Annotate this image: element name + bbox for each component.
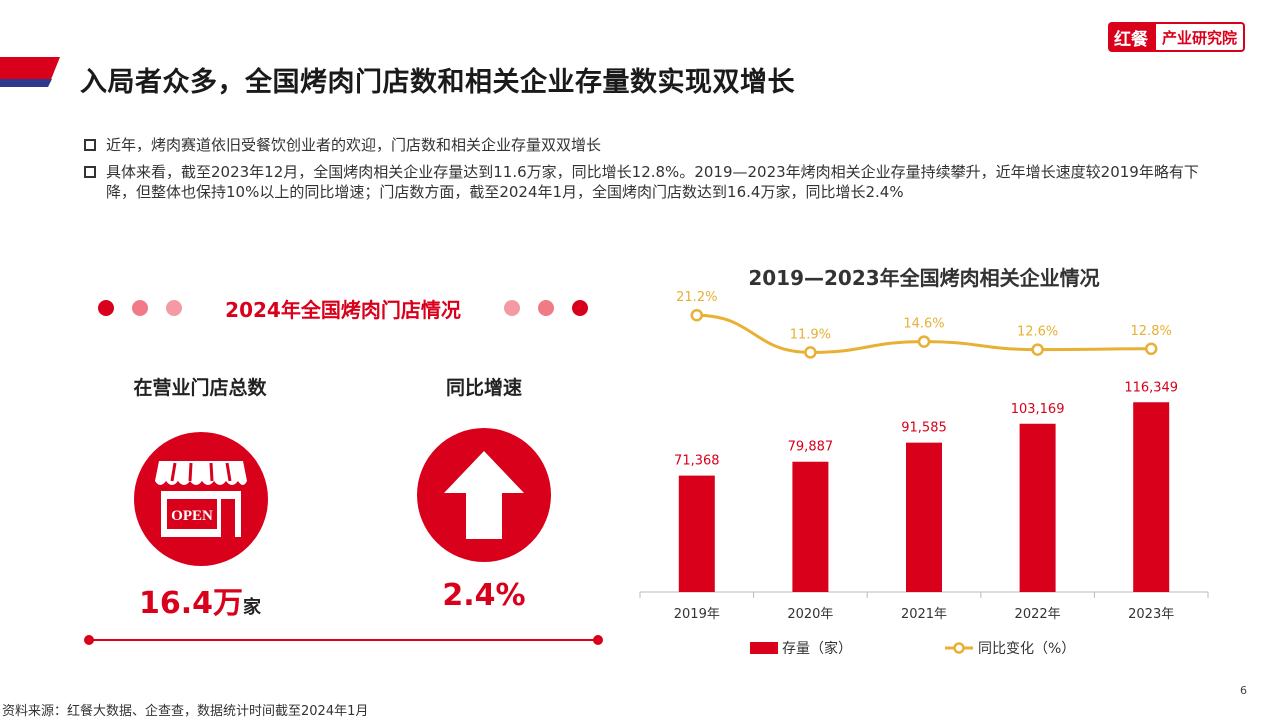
brand-logo: 红餐 产业研究院 [1108, 22, 1246, 52]
yoy-point [917, 335, 931, 348]
dot-icon [166, 300, 182, 316]
yoy-value-label: 21.2% [676, 290, 717, 305]
stores-value: 16.4万家 [110, 578, 290, 622]
yoy-point [690, 308, 704, 322]
yoy-value-label: 14.6% [903, 317, 944, 332]
divider-line [88, 639, 598, 641]
bar-value-label: 116,349 [1124, 380, 1178, 395]
legend-bar-label: 存量（家） [782, 640, 852, 657]
yoy-value-label: 12.6% [1017, 325, 1058, 340]
bar-1 [678, 475, 715, 592]
bar-value-label: 103,169 [1011, 402, 1065, 417]
stores-unit: 家 [243, 597, 262, 618]
yoy-point [1031, 343, 1044, 356]
yoy-point [1144, 342, 1158, 356]
dot-icon [537, 300, 554, 316]
divider-dot-left [84, 635, 94, 645]
source-note: 资料来源：红餐大数据、企查查，数据统计时间截至2024年1月 [2, 704, 369, 719]
bullet-text: 具体来看，截至2023年12月，全国烤肉相关企业存量达到11.6万家，同比增长1… [106, 163, 1199, 201]
bullet-text: 近年，烤肉赛道依旧受餐饮创业者的欢迎，门店数和相关企业存量双双增长 [106, 136, 602, 154]
left-panel-header: 2024年全国烤肉门店情况 [98, 288, 588, 328]
x-tick-label: 2023年 [1128, 607, 1174, 622]
x-tick-label: 2021年 [901, 607, 947, 622]
bar-value-label: 79,887 [788, 440, 834, 455]
stores-number: 16.4万 [138, 586, 244, 621]
logo-mark: 红餐 [1108, 22, 1154, 52]
yoy-value-label: 11.9% [790, 327, 831, 342]
x-tick-label: 2020年 [787, 607, 833, 622]
left-panel-title: 2024年全国烤肉门店情况 [225, 297, 461, 322]
open-sign-text: OPEN [171, 508, 213, 524]
chart-title: 2019—2023年全国烤肉相关企业情况 [748, 266, 1100, 290]
bar-4 [1019, 423, 1056, 592]
growth-value: 2.4% [394, 578, 574, 613]
enterprise-chart: 71,368 2019年 79,887 2020年 91,585 2021年 103,169… [639, 290, 1209, 657]
legend-bar-swatch [750, 642, 778, 654]
logo-text: 产业研究院 [1154, 22, 1246, 52]
title-accent-bar [0, 57, 60, 87]
dot-icon [571, 300, 588, 316]
x-tick-label: 2019年 [674, 607, 720, 622]
store-icon-circle: OPEN [134, 432, 268, 566]
square-bullet-icon [84, 139, 96, 151]
growth-icon-circle [417, 428, 551, 562]
arrow-up-icon [444, 451, 524, 539]
yoy-value-label: 12.8% [1131, 324, 1172, 339]
yoy-point [804, 346, 817, 359]
legend-line-label: 同比变化（%） [978, 641, 1075, 657]
shop-open-icon: OPEN [155, 461, 247, 537]
growth-label: 同比增速 [445, 377, 522, 399]
bar-value-label: 71,368 [674, 454, 720, 469]
legend-line-marker [953, 642, 965, 654]
x-tick-label: 2022年 [1015, 607, 1061, 622]
bar-5 [1133, 402, 1170, 592]
bullet-list: 近年，烤肉赛道依旧受餐饮创业者的欢迎，门店数和相关企业存量双双增长 具体来看，截… [84, 135, 1214, 209]
bar-3 [906, 442, 942, 592]
divider-dot-right [593, 635, 603, 645]
bar-2 [792, 461, 829, 592]
page-number: 6 [1240, 684, 1247, 697]
dot-icon [98, 300, 114, 316]
bullet-item: 具体来看，截至2023年12月，全国烤肉相关企业存量达到11.6万家，同比增长1… [84, 162, 1214, 202]
growth-number: 2.4% [442, 578, 526, 613]
square-bullet-icon [84, 166, 96, 178]
dot-icon [503, 300, 520, 316]
stores-label: 在营业门店总数 [133, 377, 267, 399]
decor-dots-right [503, 300, 588, 316]
bar-value-label: 91,585 [901, 421, 947, 436]
page-title: 入局者众多，全国烤肉门店数和相关企业存量数实现双增长 [80, 67, 795, 98]
dot-icon [132, 300, 148, 316]
decor-dots-left [98, 300, 182, 316]
bullet-item: 近年，烤肉赛道依旧受餐饮创业者的欢迎，门店数和相关企业存量双双增长 [84, 135, 1214, 155]
